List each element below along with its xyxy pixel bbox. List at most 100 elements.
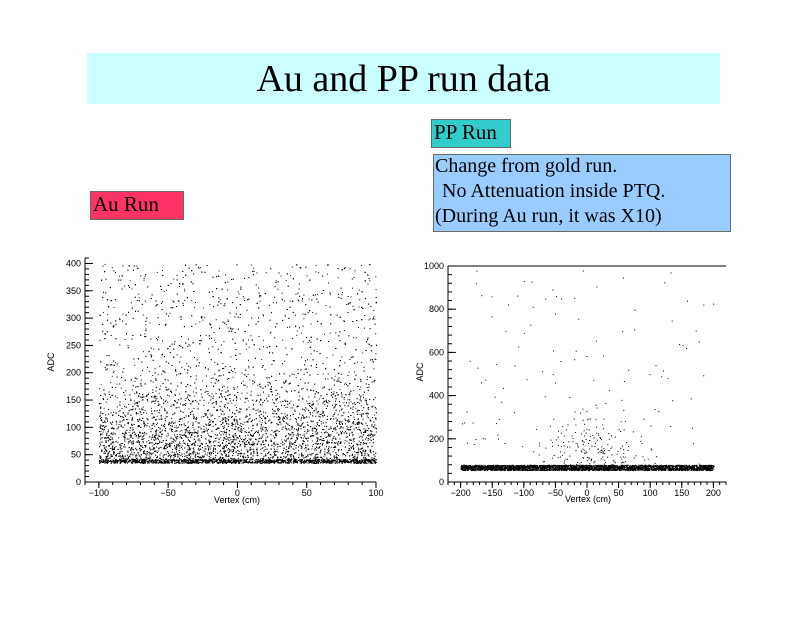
au-data-point <box>354 456 356 458</box>
au-data-point <box>301 454 303 456</box>
au-data-point <box>352 287 353 289</box>
au-data-point <box>285 435 287 437</box>
au-data-point <box>337 414 339 416</box>
au-data-point <box>119 461 121 463</box>
au-data-point <box>212 346 214 348</box>
au-data-point <box>310 461 312 463</box>
au-data-point <box>337 379 339 381</box>
au-data-point <box>122 443 124 444</box>
au-data-point <box>371 459 372 461</box>
au-data-point <box>184 288 186 290</box>
au-data-point <box>373 368 375 370</box>
au-data-point <box>332 460 334 462</box>
au-data-point <box>298 449 300 451</box>
au-data-point <box>365 460 367 462</box>
au-data-point <box>192 459 194 461</box>
au-data-point <box>334 403 336 405</box>
au-data-point <box>135 386 137 388</box>
au-data-point <box>178 407 180 409</box>
au-data-point <box>190 385 192 386</box>
au-data-point <box>215 403 217 405</box>
au-data-point <box>126 422 128 424</box>
au-data-point <box>104 447 106 448</box>
au-data-point <box>273 459 275 461</box>
au-data-point <box>212 425 214 427</box>
au-data-point <box>131 389 133 391</box>
au-data-point <box>233 438 235 440</box>
au-data-point <box>197 431 199 433</box>
au-data-point <box>178 418 180 420</box>
au-data-point <box>258 296 260 298</box>
au-data-point <box>282 420 284 422</box>
au-data-point <box>301 416 303 418</box>
au-data-point <box>155 437 157 439</box>
au-data-point <box>356 422 358 424</box>
au-data-point <box>311 406 313 408</box>
au-data-point <box>322 373 324 375</box>
au-data-point <box>233 434 235 436</box>
au-data-point <box>125 390 127 392</box>
au-data-point <box>373 310 375 311</box>
au-data-point <box>321 458 323 460</box>
au-data-point <box>352 461 354 463</box>
au-data-point <box>240 449 242 451</box>
au-data-point <box>256 442 258 444</box>
au-data-point <box>259 434 260 436</box>
au-data-point <box>339 389 341 391</box>
au-data-point <box>312 294 314 296</box>
au-data-point <box>173 459 175 461</box>
au-data-point <box>261 448 263 449</box>
au-data-point <box>286 456 288 458</box>
au-data-point <box>352 408 354 410</box>
au-data-point <box>281 460 283 462</box>
au-data-point <box>205 448 207 450</box>
au-data-point <box>333 456 335 458</box>
au-data-point <box>304 431 306 432</box>
au-data-point <box>107 437 108 439</box>
au-data-point <box>220 393 222 394</box>
au-data-point <box>248 418 250 420</box>
au-data-point <box>262 314 264 316</box>
au-data-point <box>205 427 207 429</box>
au-data-point <box>315 294 316 296</box>
au-data-point <box>213 395 215 397</box>
au-data-point <box>105 446 107 448</box>
au-data-point <box>124 424 126 426</box>
au-data-point <box>367 283 369 285</box>
au-data-point <box>340 431 341 433</box>
au-data-point <box>286 429 288 431</box>
au-data-point <box>184 432 186 434</box>
au-data-point <box>234 420 236 422</box>
au-data-point <box>121 459 123 461</box>
au-data-point <box>290 442 292 444</box>
au-data-point <box>124 457 126 459</box>
au-data-point <box>306 275 308 277</box>
au-data-point <box>317 403 319 405</box>
au-data-point <box>216 437 218 439</box>
au-data-point <box>101 460 103 462</box>
au-data-point <box>143 462 145 464</box>
au-data-point <box>248 339 249 341</box>
au-data-point <box>143 458 145 460</box>
au-data-point <box>183 304 184 306</box>
au-data-point <box>116 397 118 399</box>
au-data-point <box>166 416 168 418</box>
au-data-point <box>253 267 255 269</box>
au-data-point <box>324 462 325 463</box>
au-data-point <box>224 366 226 368</box>
au-data-point <box>215 342 217 343</box>
au-data-point <box>198 267 200 269</box>
au-data-point <box>102 428 104 430</box>
au-data-point <box>144 431 146 433</box>
au-data-point <box>175 425 177 427</box>
au-data-point <box>103 450 105 452</box>
au-data-point <box>121 416 123 418</box>
au-data-point <box>350 356 352 358</box>
au-data-point <box>168 445 170 447</box>
au-data-point <box>328 264 330 266</box>
au-data-point <box>315 415 317 417</box>
au-data-point <box>347 399 349 401</box>
au-data-point <box>287 406 289 408</box>
au-data-point <box>353 390 355 392</box>
au-data-point <box>160 416 162 418</box>
